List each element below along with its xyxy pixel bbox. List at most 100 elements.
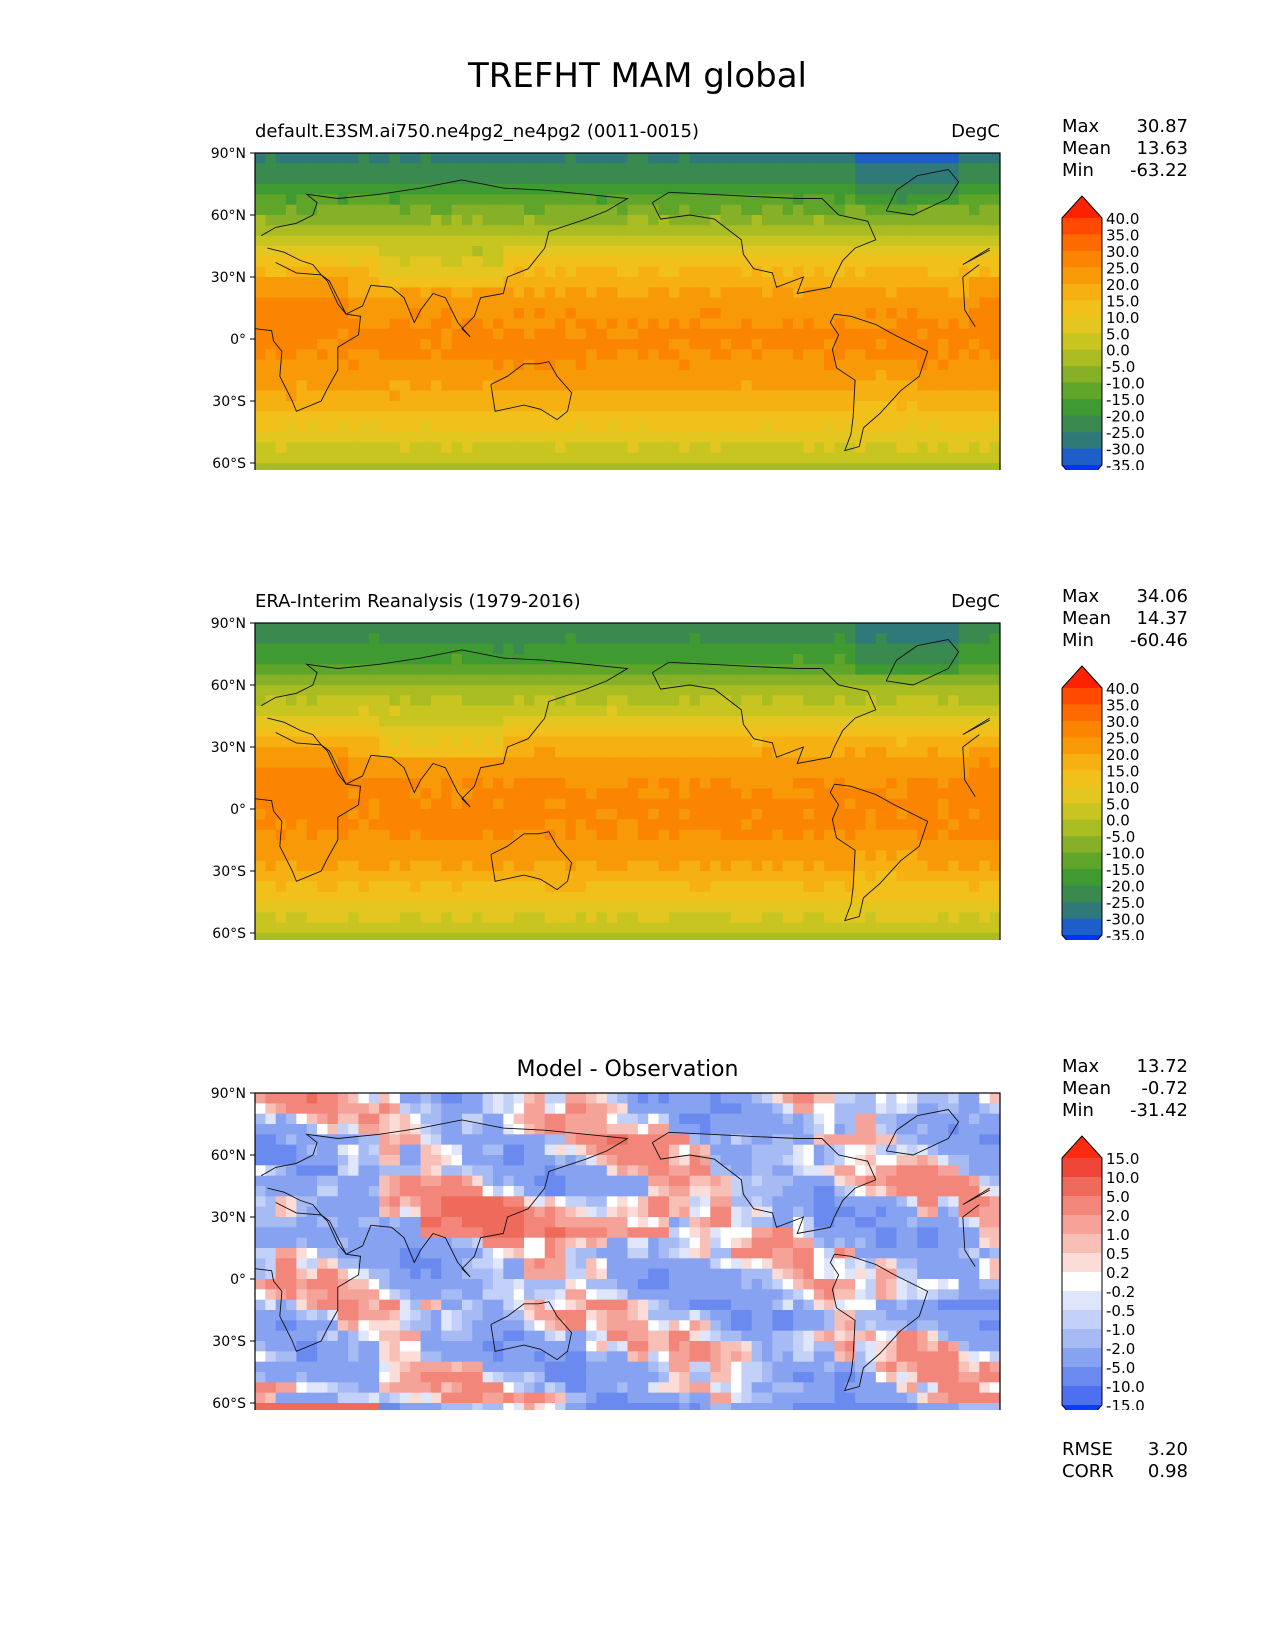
contour-cell [327,184,339,195]
contour-cell [565,328,577,340]
contour-cell [368,747,380,758]
contour-cell [917,390,929,402]
contour-cell [948,256,960,268]
contour-cell [813,266,825,278]
contour-cell [793,401,805,412]
contour-cell [720,860,732,872]
contour-field [255,153,1000,470]
contour-cell [762,370,773,381]
contour-cell [782,287,794,299]
contour-cell [379,850,391,862]
contour-cell [389,287,401,299]
contour-cell [472,380,484,392]
contour-cell [906,204,918,216]
contour-cell [255,747,266,758]
contour-cell [348,685,360,696]
contour-cell [793,685,805,696]
contour-cell [886,235,898,247]
contour-cell [658,778,670,789]
contour-cell [358,194,370,206]
contour-cell [503,767,515,779]
contour-cell [317,442,329,454]
contour-cell [855,912,867,924]
contour-cell [286,788,297,800]
contour-cell [699,726,711,738]
contour-cell [824,225,836,237]
contour-cell [937,380,949,392]
contour-cell [679,664,691,676]
contour-cell [658,463,670,470]
contour-cell [348,442,360,454]
contour-cell [430,778,442,789]
contour-cell [886,328,898,340]
contour-cell [399,860,411,872]
contour-cell [896,881,908,893]
contour-cell [658,674,670,686]
contour-cell [368,726,380,738]
contour-cell [751,173,763,185]
contour-cell [793,633,805,645]
contour-cell [606,256,618,268]
contour-cell [586,359,598,371]
contour-cell [606,891,618,903]
contour-cell [813,173,825,185]
contour-cell [834,297,846,309]
contour-cell [679,840,691,851]
contour-cell [658,881,670,893]
contour-cell [534,215,546,226]
contour-cell [648,788,660,800]
contour-cell [348,204,360,216]
contour-cell [772,922,784,934]
contour-cell [358,633,370,645]
contour-cell [968,623,980,634]
contour-cell [492,163,504,175]
contour-cell [627,850,639,862]
contour-cell [441,902,453,913]
contour-cell [627,623,639,634]
contour-cell [534,277,546,288]
contour-cell [979,798,991,810]
contour-cell [824,359,836,371]
contour-cell [844,736,856,748]
contour-cell [389,246,401,257]
contour-cell [958,215,970,226]
contour-cell [979,695,991,707]
contour-cell [275,922,287,934]
contour-cell [348,235,360,247]
contour-cell [441,411,453,423]
contour-cell [420,194,432,206]
contour-cell [503,871,515,882]
contour-cell [472,204,484,216]
contour-cell [627,225,639,237]
contour-cell [503,778,515,789]
contour-cell [968,308,980,319]
contour-cell [575,173,587,185]
contour-cell [389,204,401,216]
contour-cell [793,432,805,443]
contour-cell [979,318,991,330]
contour-cell [255,705,266,717]
contour-cell [648,287,660,299]
contour-cell [989,767,1000,779]
contour-cell [296,798,308,810]
contour-cell [575,819,587,831]
contour-cell [379,840,391,851]
contour-cell [782,215,794,226]
contour-cell [441,695,453,707]
contour-cell [555,757,567,769]
contour-cell [648,235,660,247]
contour-cell [482,788,494,800]
contour-cell [555,432,567,443]
contour-cell [544,173,556,185]
contour-cell [399,370,411,381]
contour-cell [627,633,639,645]
contour-cell [513,380,525,392]
contour-cell [762,664,773,676]
contour-cell [937,829,949,841]
contour-cell [472,370,484,381]
contour-cell [906,287,918,299]
contour-cell [730,339,742,350]
contour-cell [606,778,618,789]
contour-cell [399,850,411,862]
contour-cell [989,757,1000,769]
